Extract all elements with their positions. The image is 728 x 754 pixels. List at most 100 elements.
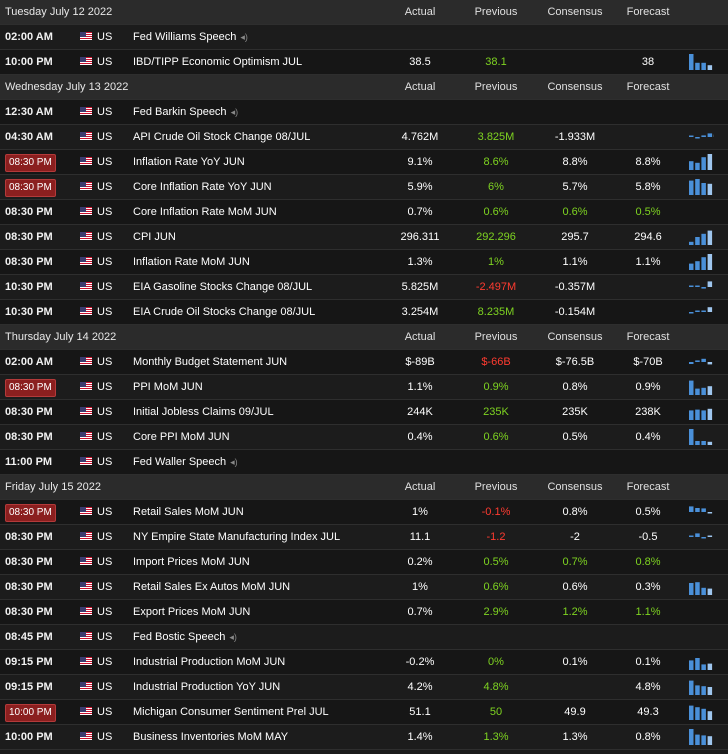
event-row[interactable]: 08:30 PM US NY Empire State Manufacturing … [0,525,728,550]
event-actual: 0.4% [407,431,433,443]
event-chart[interactable] [688,175,714,199]
event-chart[interactable] [688,650,714,674]
mini-chart-bar [707,441,713,445]
event-name[interactable]: Industrial Production MoM JUN [133,656,286,668]
event-name[interactable]: Fed Bostic Speech ◂) [133,631,237,643]
event-row[interactable]: 10:30 PM US EIA Gasoline Stocks Change 08/… [0,275,728,300]
event-name[interactable]: Inflation Rate YoY JUN [133,156,245,168]
event-name[interactable]: EIA Gasoline Stocks Change 08/JUL [133,281,313,293]
event-chart[interactable] [688,700,714,724]
event-country: US [97,381,113,393]
event-chart[interactable] [688,425,714,449]
event-chart[interactable] [688,250,714,274]
event-row[interactable]: 08:30 PM US Retail Sales Ex Autos MoM JUN 1… [0,575,728,600]
event-row[interactable]: 08:30 PM US Core Inflation Rate MoM JUN 0.7… [0,200,728,225]
flag-graphic [80,632,92,641]
event-name[interactable]: CPI JUN [133,231,176,243]
event-forecast [608,275,688,299]
event-row[interactable]: 10:00 PM US Michigan Consumer Sentiment Pr… [0,700,728,725]
event-row[interactable]: 11:00 PM US Fed Waller Speech ◂) [0,450,728,475]
event-row[interactable]: 09:15 PM US Industrial Production YoY JUN 4… [0,675,728,700]
event-row[interactable]: 10:00 PM US IBD/TIPP Economic Optimism JUL… [0,50,728,75]
event-name[interactable]: API Crude Oil Stock Change 08/JUL [133,131,311,143]
mini-chart-bar [707,65,713,70]
event-name[interactable]: Industrial Production YoY JUN [133,681,281,693]
event-row[interactable]: 10:30 PM US EIA Crude Oil Stocks Change 08… [0,300,728,325]
event-chart[interactable] [688,275,714,299]
event-row[interactable]: 02:00 AM US Fed Williams Speech ◂) [0,25,728,50]
event-name[interactable]: NY Empire State Manufacturing Index JUL [133,531,341,543]
event-consensus: 1.1% [562,256,588,268]
mini-chart-bar [707,254,713,270]
event-country: US [97,606,113,618]
event-chart[interactable] [688,725,714,749]
event-time: 08:30 PM [5,150,77,174]
event-name[interactable]: Retail Sales MoM JUN [133,506,244,518]
event-row[interactable]: 08:30 PM US PPI MoM JUN 1.1% 0.9% 0.8% 0.9% [0,375,728,400]
day-header: Thursday July 14 2022 Actual Previous Conse… [0,325,728,350]
mini-chart [689,281,713,289]
event-name[interactable]: Fed Waller Speech ◂) [133,456,238,468]
event-row[interactable]: 08:30 PM US Import Prices MoM JUN 0.2% 0.5% 0… [0,550,728,575]
event-name[interactable]: Export Prices MoM JUN [133,606,251,618]
day-header: Friday July 15 2022 Actual Previous Consens… [0,475,728,500]
event-chart[interactable] [688,300,714,324]
event-name[interactable]: Initial Jobless Claims 09/JUL [133,406,274,418]
event-name[interactable]: EIA Crude Oil Stocks Change 08/JUL [133,306,316,318]
event-name[interactable]: Retail Sales Ex Autos MoM JUN [133,581,291,593]
event-row[interactable]: 08:30 PM US Initial Jobless Claims 09/JUL 2… [0,400,728,425]
event-row[interactable]: 08:30 PM US Retail Sales MoM JUN 1% -0.1% 0.8… [0,500,728,525]
event-name[interactable]: Business Inventories MoM MAY [133,731,289,743]
flag-graphic [80,282,92,291]
event-row[interactable]: 02:00 AM US Monthly Budget Statement JUN $-… [0,350,728,375]
mini-chart-bar [701,287,706,289]
event-chart[interactable] [688,50,714,74]
event-chart[interactable] [688,525,714,549]
event-forecast: 0.8% [635,556,661,568]
event-name[interactable]: Import Prices MoM JUN [133,556,250,568]
event-row[interactable]: 08:30 PM US Inflation Rate MoM JUN 1.3% 1% 1.… [0,250,728,275]
event-row[interactable]: 08:30 PM US CPI JUN 296.311 292.296 295.7 294.… [0,225,728,250]
event-chart[interactable] [688,150,714,174]
mini-chart [689,254,713,270]
event-name[interactable]: Core Inflation Rate YoY JUN [133,181,272,193]
mini-chart [689,582,713,595]
event-time: 10:30 PM [5,306,53,318]
event-row[interactable]: 12:30 AM US Fed Barkin Speech ◂) [0,100,728,125]
event-name[interactable]: Monthly Budget Statement JUN [133,356,288,368]
event-chart[interactable] [688,350,714,374]
event-row[interactable]: 08:30 PM US Core PPI MoM JUN 0.4% 0.6% 0.5% 0.… [0,425,728,450]
event-row[interactable]: 08:30 PM US Export Prices MoM JUN 0.7% 2.9% 1… [0,600,728,625]
event-row[interactable]: 08:30 PM US Core Inflation Rate YoY JUN 5.9… [0,175,728,200]
mini-chart-bar [707,687,713,695]
event-row[interactable]: 10:00 PM US Business Inventories MoM MAY 1.… [0,725,728,750]
event-name[interactable]: Core Inflation Rate MoM JUN [133,206,277,218]
event-row[interactable]: 04:30 AM US API Crude Oil Stock Change 08/… [0,125,728,150]
event-chart[interactable] [688,125,714,149]
event-chart[interactable] [688,375,714,399]
event-chart[interactable] [688,575,714,599]
event-actual: 1% [412,581,428,593]
event-chart[interactable] [688,500,714,524]
event-chart[interactable] [688,675,714,699]
event-row[interactable]: 08:30 PM US Inflation Rate YoY JUN 9.1% 8.6%… [0,150,728,175]
flag-graphic [80,432,92,441]
event-chart[interactable] [688,400,714,424]
event-name[interactable]: Fed Williams Speech ◂) [133,31,248,43]
event-name[interactable]: Fed Barkin Speech ◂) [133,106,239,118]
event-consensus: -0.357M [554,281,596,293]
event-name[interactable]: IBD/TIPP Economic Optimism JUL [133,56,303,68]
mini-chart-bar [707,512,713,514]
mini-chart [689,729,713,745]
event-name[interactable]: Core PPI MoM JUN [133,431,230,443]
event-name[interactable]: Inflation Rate MoM JUN [133,256,250,268]
event-forecast: 8.8% [635,156,661,168]
mini-chart-bar [707,386,713,395]
event-name[interactable]: PPI MoM JUN [133,381,203,393]
event-chart[interactable] [688,225,714,249]
event-actual: 1.4% [407,731,433,743]
event-row[interactable]: 09:15 PM US Industrial Production MoM JUN -… [0,650,728,675]
event-row[interactable]: 08:45 PM US Fed Bostic Speech ◂) [0,625,728,650]
event-name[interactable]: Michigan Consumer Sentiment Prel JUL [133,706,329,718]
flag-graphic [80,657,92,666]
